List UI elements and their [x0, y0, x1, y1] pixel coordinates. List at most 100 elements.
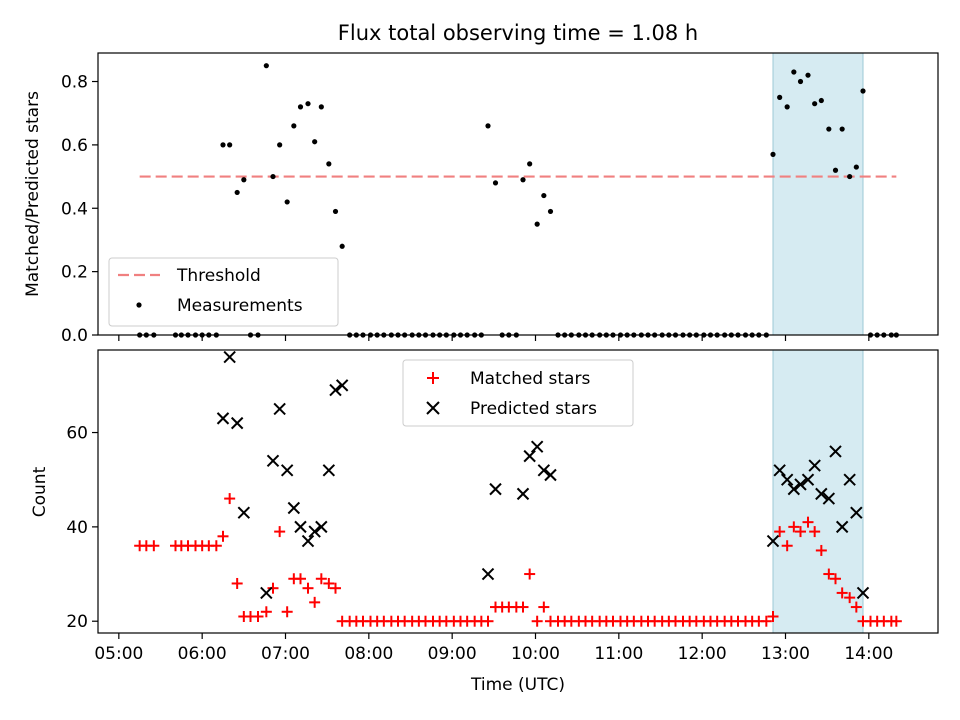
matched-star-point	[781, 540, 793, 552]
bottom-xtick-label: 08:00	[344, 644, 393, 664]
measurement-point	[818, 97, 824, 104]
measurement-point	[227, 142, 233, 148]
predicted-star-point	[230, 416, 244, 430]
bottom-xtick-label: 14:00	[844, 644, 893, 664]
top-legend: Threshold Measurements	[108, 257, 339, 327]
predicted-star-point	[237, 506, 251, 519]
matched-stars-points	[134, 493, 902, 627]
matched-star-point	[795, 526, 806, 538]
matched-star-point	[774, 526, 786, 538]
measurement-point	[220, 142, 226, 148]
predicted-star-point	[856, 586, 870, 600]
predicted-star-point	[537, 464, 551, 477]
top-ytick-label: 0.6	[61, 136, 88, 156]
matched-star-point	[323, 577, 335, 589]
predicted-star-point	[287, 501, 301, 515]
measurement-point	[784, 104, 790, 110]
predicted-star-point	[794, 478, 807, 491]
measurement-point	[291, 123, 297, 129]
bottom-legend: Matched stars Predicted stars	[402, 359, 634, 427]
legend-predicted-label: Predicted stars	[470, 399, 597, 419]
predicted-star-point	[773, 464, 786, 477]
measurement-point	[805, 72, 811, 78]
measurement-point	[853, 164, 859, 170]
measurement-point	[305, 101, 311, 107]
predicted-star-point	[787, 482, 801, 496]
measurement-point	[797, 78, 804, 85]
matched-star-point	[330, 582, 341, 594]
measurement-point	[234, 189, 240, 196]
legend-matched-swatch	[427, 372, 439, 384]
matched-star-point	[267, 582, 279, 594]
predicted-star-point	[273, 402, 286, 416]
measurement-point	[241, 177, 247, 183]
top-ytick-label: 0.2	[61, 263, 88, 283]
matched-star-point	[809, 526, 821, 538]
predicted-star-point	[335, 379, 349, 392]
matched-star-point	[767, 610, 779, 622]
measurement-point	[527, 161, 533, 167]
measurement-point	[791, 69, 797, 75]
matched-star-point	[815, 544, 827, 556]
matched-star-point	[281, 606, 293, 618]
top-ytick-label: 0.4	[61, 199, 88, 219]
matched-star-point	[274, 526, 286, 538]
matched-star-point	[890, 615, 902, 627]
measurement-point	[832, 167, 839, 173]
bottom-xtick-label: 06:00	[178, 644, 227, 664]
measurement-point	[277, 142, 283, 148]
predicted-star-point	[808, 459, 821, 472]
matched-star-point	[315, 573, 327, 585]
legend-threshold-label: Threshold	[176, 266, 261, 286]
matched-star-point	[302, 582, 314, 594]
legend-predicted-swatch	[426, 401, 440, 415]
measurement-point	[534, 221, 540, 227]
predicted-star-point	[223, 350, 236, 364]
predicted-star-point	[822, 492, 836, 505]
measurement-point	[547, 208, 554, 215]
matched-star-point	[844, 592, 856, 604]
top-y-axis-label: Matched/Predicted stars	[23, 91, 43, 297]
x-axis-label: Time (UTC)	[470, 675, 565, 695]
matched-star-point	[788, 521, 800, 533]
measurement-point	[318, 104, 324, 110]
predicted-star-point	[835, 520, 849, 534]
measurement-point	[770, 151, 776, 157]
bottom-xtick-label: 07:00	[261, 644, 310, 664]
bottom-plot-frame	[97, 349, 939, 634]
predicted-star-point	[850, 506, 863, 519]
bottom-y-ticks: 20 40 60	[66, 424, 98, 632]
predicted-star-point	[780, 473, 794, 486]
top-chart-title: Flux total observing time = 1.08 h	[338, 21, 698, 45]
matched-star-point	[524, 568, 536, 580]
bottom-ytick-label: 40	[66, 518, 88, 538]
matched-star-point	[823, 568, 835, 580]
measurement-point	[270, 173, 276, 180]
top-plot-frame	[97, 52, 939, 336]
bottom-xtick-label: 09:00	[428, 644, 477, 664]
predicted-star-point	[516, 487, 530, 501]
bottom-legend-box	[402, 359, 634, 427]
predicted-star-point	[280, 464, 294, 477]
matched-star-point	[224, 493, 236, 505]
measurement-point	[312, 139, 318, 145]
matched-star-point	[538, 601, 550, 613]
measurement-point	[263, 63, 269, 69]
matched-star-point	[148, 540, 160, 552]
matched-star-point	[802, 516, 814, 528]
bottom-panel: 20 40 60 05:00 06:00 07:00 08:00 09:00 10:00 11:…	[30, 349, 939, 695]
matched-star-point	[531, 615, 543, 627]
legend-matched-label: Matched stars	[470, 369, 590, 389]
measurement-point	[777, 94, 783, 100]
measurement-point	[284, 199, 290, 205]
measurement-point	[812, 101, 818, 107]
predicted-star-point	[481, 567, 495, 581]
measurement-point	[332, 208, 339, 215]
bottom-xtick-label: 11:00	[594, 644, 643, 664]
top-panel: 0.00.20.40.60.8 Matched/Predicted stars …	[23, 52, 939, 346]
measurement-point	[492, 180, 499, 186]
measurement-point	[339, 243, 345, 249]
predicted-star-point	[544, 468, 557, 482]
predicted-star-point	[489, 482, 502, 496]
legend-measurements-swatch	[136, 302, 142, 308]
